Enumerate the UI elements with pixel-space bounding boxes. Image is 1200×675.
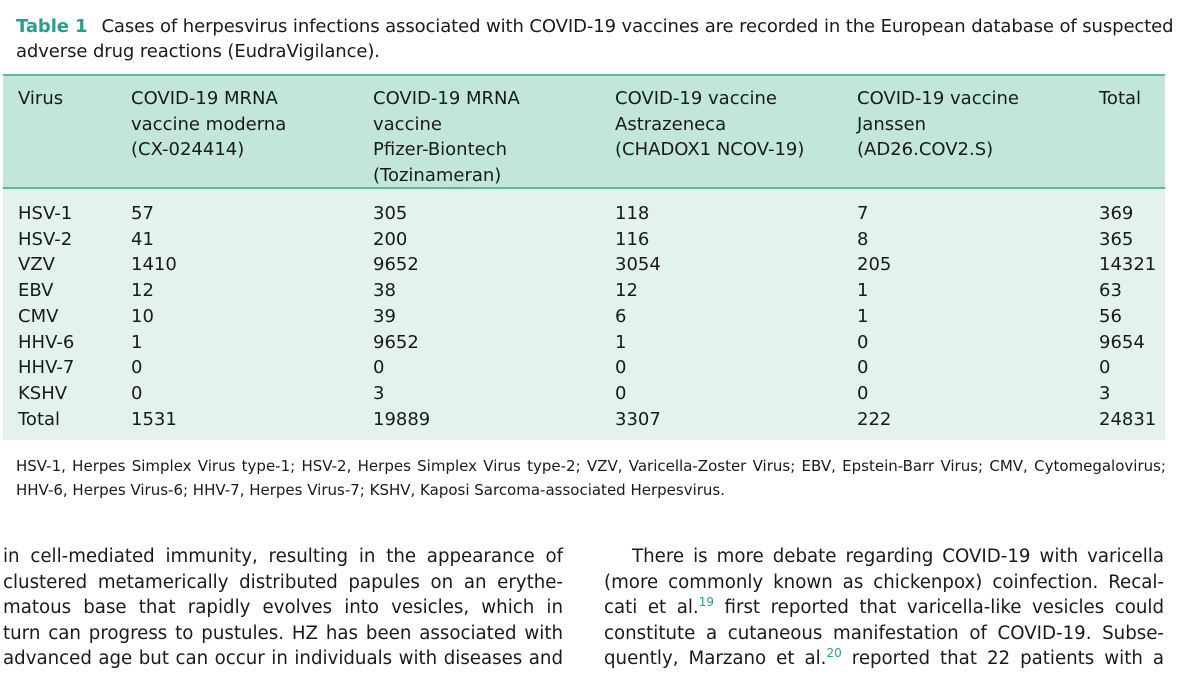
- table-cell: 24831: [1099, 408, 1157, 430]
- table-cell: 39: [373, 305, 396, 327]
- table-cell: 12: [131, 280, 154, 302]
- body-line: There is more debate regarding COVID-19 …: [632, 546, 1164, 567]
- body-line: constitute a cutaneous manifestation of …: [604, 622, 1164, 644]
- table-cell: 0: [131, 382, 143, 404]
- column-header-line: Janssen: [857, 113, 926, 135]
- body-line: cati et al.19 first reported that varice…: [604, 595, 1164, 621]
- table-footnote: HSV-1, Herpes Simplex Virus type-1; HSV-…: [16, 457, 1166, 499]
- table-cell: 3307: [615, 408, 661, 430]
- row-label: KSHV: [18, 382, 68, 404]
- table-cell: 0: [615, 382, 627, 404]
- table-cell: 0: [373, 357, 385, 379]
- table-cell: 41: [131, 228, 154, 250]
- table-cell: 0: [857, 357, 869, 379]
- table-cell: 305: [373, 203, 408, 224]
- caption-text: Cases of herpesvirus infections associat…: [16, 16, 1174, 62]
- column-header: COVID-19 MRNA vaccine Pfizer-Biontech (Tozi…: [373, 86, 520, 188]
- row-label: HSV-2: [18, 228, 73, 250]
- table-cell: 1: [615, 331, 627, 353]
- column-header: Total: [1099, 86, 1141, 112]
- body-text-left-column: in cell-mediated immunity, resulting in …: [3, 544, 563, 672]
- table-cell: 116: [615, 228, 650, 250]
- column-header-line: (CHADOX1 NCOV-19): [615, 139, 805, 160]
- herpesvirus-table: Virus COVID-19 MRNA vaccine moderna (CX-024…: [3, 74, 1165, 440]
- column-header: COVID-19 vaccine Janssen (AD26.COV2.S): [857, 86, 1019, 163]
- row-label: HSV-1: [18, 203, 73, 224]
- table-cell: 0: [615, 357, 627, 379]
- row-label: Total: [18, 408, 61, 430]
- column-header-line: Pfizer-Biontech: [373, 139, 508, 160]
- body-line: in cell-mediated immunity, resulting in …: [3, 546, 563, 567]
- table-cell: 10: [131, 305, 154, 327]
- table-cell: 369: [1099, 203, 1134, 224]
- table-cell: 1: [857, 280, 869, 302]
- column-header-line: vaccine: [373, 113, 442, 135]
- body-line: turn can progress to pustules. HZ has be…: [3, 622, 563, 644]
- body-line: clustered metamerically distributed papu…: [3, 571, 563, 593]
- column-header-line: Virus: [18, 88, 64, 109]
- table-header-row: [3, 74, 1165, 189]
- table-cell: 9652: [373, 331, 419, 353]
- body-text-right-column: There is more debate regarding COVID-19 …: [604, 544, 1164, 672]
- table-cell: 1: [131, 331, 143, 353]
- column-header-line: COVID-19 vaccine: [615, 88, 777, 109]
- column-header-line: COVID-19 MRNA: [131, 88, 278, 109]
- column-header-line: (Tozinameran): [373, 164, 502, 186]
- row-label: HHV-7: [18, 357, 75, 379]
- table-cell: 118: [615, 203, 650, 224]
- table-cell: 12: [615, 280, 638, 302]
- body-fragment: first reported that varicella-like vesic…: [713, 597, 1165, 619]
- table-cell: 7: [857, 203, 869, 224]
- column-header-line: Astrazeneca: [615, 113, 727, 135]
- row-label: CMV: [18, 305, 59, 327]
- row-label: EBV: [18, 280, 54, 302]
- table-label: Table 1: [16, 16, 88, 37]
- column-header-line: Total: [1099, 88, 1142, 109]
- table-cell: 3: [1099, 382, 1111, 404]
- body-line: (more commonly known as chickenpox) coin…: [604, 571, 1164, 593]
- body-line: quently, Marzano et al.20 reported that …: [604, 646, 1164, 672]
- table-cell: 8: [857, 228, 869, 250]
- reference-link-20[interactable]: 20: [826, 646, 842, 661]
- column-header: Virus: [18, 86, 63, 112]
- column-header-line: COVID-19 MRNA: [373, 88, 520, 109]
- column-header-line: COVID-19 vaccine: [857, 88, 1019, 109]
- table-cell: 56: [1099, 305, 1122, 327]
- table-cell: 19889: [373, 408, 431, 430]
- column-header-line: (CX-024414): [131, 139, 245, 160]
- row-label: HHV-6: [18, 331, 75, 353]
- body-fragment: quently, Marzano et al.: [604, 648, 827, 670]
- table-cell: 0: [857, 331, 869, 353]
- column-header-line: vaccine moderna: [131, 113, 287, 135]
- table-cell: 38: [373, 280, 396, 302]
- table-cell: 1: [857, 305, 869, 327]
- table-cell: 205: [857, 254, 892, 276]
- table-cell: 63: [1099, 280, 1122, 302]
- column-header-line: (AD26.COV2.S): [857, 139, 994, 160]
- column-header: COVID-19 MRNA vaccine moderna (CX-024414): [131, 86, 286, 163]
- table-cell: 0: [1099, 357, 1111, 379]
- table-cell: 0: [131, 357, 143, 379]
- table-cell: 200: [373, 228, 408, 250]
- table-cell: 6: [615, 305, 627, 327]
- table-cell: 9654: [1099, 331, 1145, 353]
- body-line: advanced age but can occur in individual…: [3, 648, 563, 670]
- table-caption: Table 1 Cases of herpesvirus infections a…: [16, 14, 1176, 64]
- table-cell: 1410: [131, 254, 177, 276]
- body-fragment: cati et al.: [604, 597, 699, 619]
- table-cell: 3054: [615, 254, 661, 276]
- table-cell: 365: [1099, 228, 1134, 250]
- table-cell: 14321: [1099, 254, 1157, 276]
- table-cell: 0: [857, 382, 869, 404]
- table-cell: 57: [131, 203, 154, 224]
- reference-link-19[interactable]: 19: [698, 595, 714, 610]
- row-label: VZV: [18, 254, 55, 276]
- body-fragment: reported that 22 patients with a: [841, 648, 1164, 670]
- body-line: matous base that rapidly evolves into ve…: [3, 597, 563, 619]
- column-header: COVID-19 vaccine Astrazeneca (CHADOX1 NCOV…: [615, 86, 804, 163]
- table-cell: 3: [373, 382, 385, 404]
- table-cell: 1531: [131, 408, 177, 430]
- table-cell: 222: [857, 408, 892, 430]
- table-cell: 9652: [373, 254, 419, 276]
